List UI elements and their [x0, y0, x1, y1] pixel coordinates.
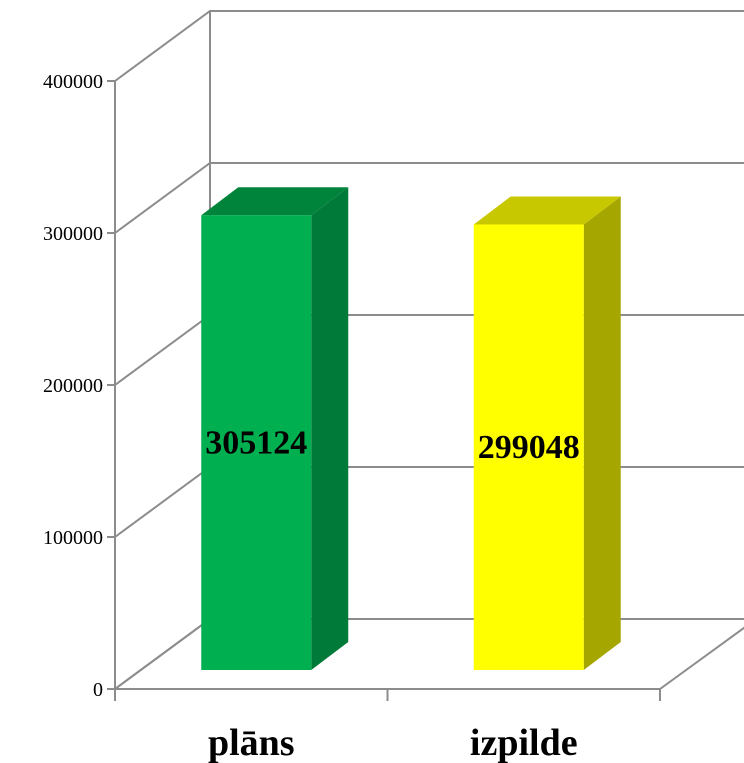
bar-top-face	[473, 196, 621, 225]
y-axis: 0 100000 200000 300000 400000	[43, 71, 115, 701]
y-tick-label: 0	[93, 679, 103, 701]
x-axis: plāns izpilde	[114, 688, 661, 763]
y-tick-label: 100000	[43, 527, 103, 549]
y-tick-label: 200000	[43, 375, 103, 397]
bar-side-face	[311, 187, 349, 670]
x-category-label: plāns	[208, 722, 295, 763]
data-label: 305124	[205, 425, 307, 462]
y-tick-label: 400000	[43, 71, 103, 93]
x-category-label: izpilde	[470, 722, 578, 763]
gridline	[114, 10, 744, 82]
gridline	[114, 162, 744, 234]
data-label: 299048	[478, 429, 580, 466]
bar-side-face	[583, 196, 621, 671]
chart-bars: 305124 299048	[201, 187, 621, 671]
bar-top-face	[201, 187, 349, 216]
bar-2: 299048	[473, 196, 621, 671]
y-tick-label: 300000	[43, 223, 103, 245]
bar-front-face	[473, 224, 584, 671]
bar-front-face	[201, 215, 312, 670]
bar-1: 305124	[201, 187, 349, 670]
floor-right-edge	[659, 626, 744, 690]
